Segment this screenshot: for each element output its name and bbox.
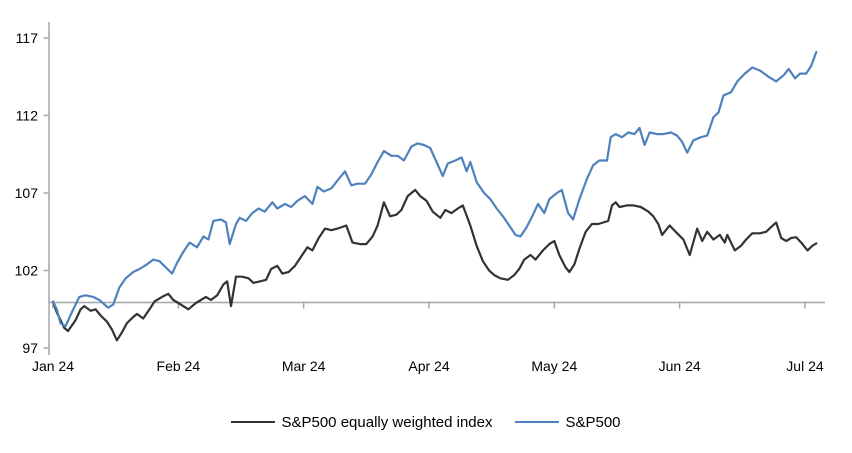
x-tick-label: Feb 24 — [157, 358, 201, 374]
sp500-series-line — [51, 50, 818, 328]
legend-label-equal-weight: S&P500 equally weighted index — [281, 413, 493, 431]
y-tick-label: 107 — [15, 185, 39, 201]
equal-weight-series-line — [51, 188, 818, 342]
y-tick-label: 97 — [22, 340, 38, 356]
equal-weight-line-swatch — [231, 421, 276, 423]
series-lines — [51, 50, 818, 342]
y-axis-ticks: 97 102 107 112 117 — [15, 30, 49, 356]
x-tick-label: May 24 — [531, 358, 577, 374]
x-tick-label: Jan 24 — [32, 358, 74, 374]
x-tick-label: Mar 24 — [282, 358, 326, 374]
x-tick-label: Jun 24 — [659, 358, 701, 374]
x-axis-ticks: Jan 24 Feb 24 Mar 24 Apr 24 May 24 Jun 24 Jul … — [32, 301, 824, 374]
legend-item-equal-weight: S&P500 equally weighted index — [231, 414, 492, 431]
y-tick-label: 102 — [15, 263, 39, 279]
legend: S&P500 equally weighted index S&P500 — [0, 411, 852, 433]
sp500-line-swatch — [515, 421, 560, 423]
x-tick-label: Apr 24 — [408, 358, 449, 374]
x-tick-label: Jul 24 — [786, 358, 824, 374]
y-tick-label: 112 — [16, 108, 39, 124]
legend-item-sp500: S&P500 — [515, 413, 621, 431]
y-tick-label: 117 — [16, 30, 39, 46]
legend-label-sp500: S&P500 — [565, 413, 621, 431]
